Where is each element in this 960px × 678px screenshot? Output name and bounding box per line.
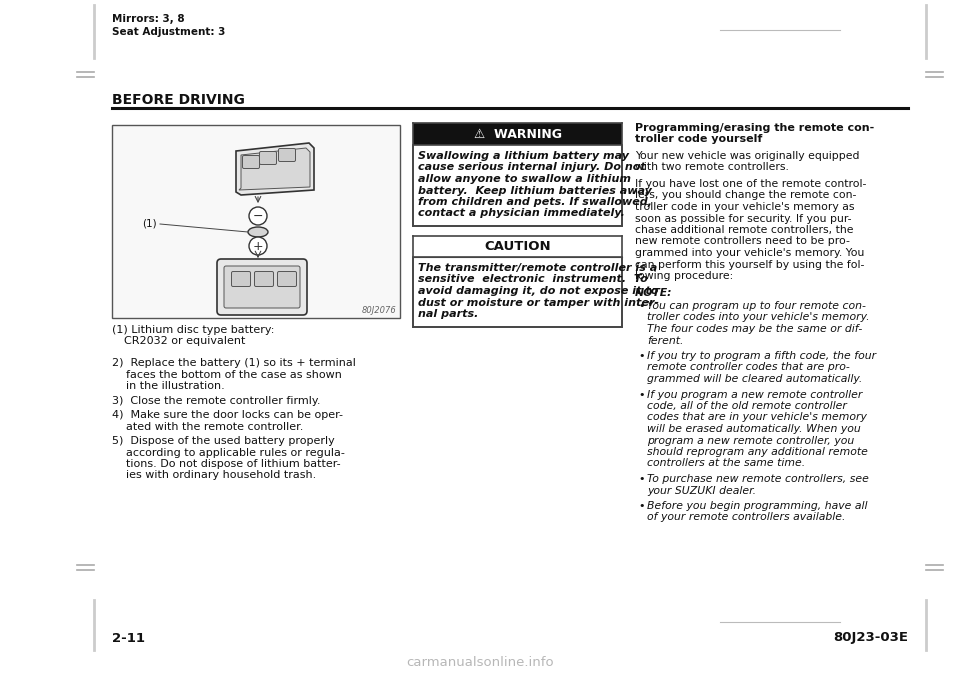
Circle shape <box>249 237 267 255</box>
Text: NOTE:: NOTE: <box>635 287 673 298</box>
Text: troller codes into your vehicle's memory.: troller codes into your vehicle's memory… <box>647 313 870 323</box>
FancyBboxPatch shape <box>278 148 296 161</box>
Text: according to applicable rules or regula-: according to applicable rules or regula- <box>112 447 345 458</box>
Text: •: • <box>638 389 644 399</box>
Text: controllers at the same time.: controllers at the same time. <box>647 458 805 468</box>
Text: troller code in your vehicle's memory as: troller code in your vehicle's memory as <box>635 202 854 212</box>
FancyBboxPatch shape <box>277 271 297 287</box>
FancyBboxPatch shape <box>231 271 251 287</box>
Bar <box>413 145 622 226</box>
Text: •: • <box>638 474 644 484</box>
Text: ies with ordinary household trash.: ies with ordinary household trash. <box>112 471 316 481</box>
Text: Mirrors: 3, 8: Mirrors: 3, 8 <box>112 14 184 24</box>
Text: your SUZUKI dealer.: your SUZUKI dealer. <box>647 485 756 496</box>
Text: Before you begin programming, have all: Before you begin programming, have all <box>647 501 868 511</box>
FancyBboxPatch shape <box>259 151 276 165</box>
Text: 4)  Make sure the door locks can be oper-: 4) Make sure the door locks can be oper- <box>112 410 343 420</box>
Text: grammed will be cleared automatically.: grammed will be cleared automatically. <box>647 374 862 384</box>
Text: ated with the remote controller.: ated with the remote controller. <box>112 422 303 431</box>
Bar <box>413 236 622 257</box>
Text: codes that are in your vehicle's memory: codes that are in your vehicle's memory <box>647 412 867 422</box>
Text: The transmitter/remote controller is a: The transmitter/remote controller is a <box>418 263 658 273</box>
Text: faces the bottom of the case as shown: faces the bottom of the case as shown <box>112 370 342 380</box>
Text: 80J23-03E: 80J23-03E <box>833 631 908 645</box>
Text: 80J2076: 80J2076 <box>361 306 396 315</box>
Text: lers, you should change the remote con-: lers, you should change the remote con- <box>635 191 856 201</box>
Text: nal parts.: nal parts. <box>418 309 478 319</box>
Text: (1): (1) <box>142 219 156 229</box>
Text: 5)  Dispose of the used battery properly: 5) Dispose of the used battery properly <box>112 436 335 446</box>
Text: Programming/erasing the remote con-: Programming/erasing the remote con- <box>635 123 875 133</box>
Polygon shape <box>236 143 314 195</box>
Text: cause serious internal injury. Do not: cause serious internal injury. Do not <box>418 163 646 172</box>
Circle shape <box>249 207 267 225</box>
Text: 2-11: 2-11 <box>112 631 145 645</box>
Text: can perform this yourself by using the fol-: can perform this yourself by using the f… <box>635 260 864 269</box>
Text: dust or moisture or tamper with inter-: dust or moisture or tamper with inter- <box>418 298 659 308</box>
Text: troller code yourself: troller code yourself <box>635 134 762 144</box>
Text: lowing procedure:: lowing procedure: <box>635 271 733 281</box>
Text: Swallowing a lithium battery may: Swallowing a lithium battery may <box>418 151 629 161</box>
Text: code, all of the old remote controller: code, all of the old remote controller <box>647 401 847 411</box>
Text: +: + <box>252 239 263 252</box>
FancyBboxPatch shape <box>224 266 300 308</box>
Text: The four codes may be the same or dif-: The four codes may be the same or dif- <box>647 324 862 334</box>
Text: BEFORE DRIVING: BEFORE DRIVING <box>112 93 245 107</box>
Text: should reprogram any additional remote: should reprogram any additional remote <box>647 447 868 457</box>
FancyBboxPatch shape <box>243 155 259 169</box>
Text: remote controller codes that are pro-: remote controller codes that are pro- <box>647 363 850 372</box>
Text: •: • <box>638 351 644 361</box>
Text: with two remote controllers.: with two remote controllers. <box>635 163 789 172</box>
Text: Your new vehicle was originally equipped: Your new vehicle was originally equipped <box>635 151 859 161</box>
Text: in the illustration.: in the illustration. <box>112 381 225 391</box>
Text: from children and pets. If swallowed,: from children and pets. If swallowed, <box>418 197 652 207</box>
Text: avoid damaging it, do not expose it to: avoid damaging it, do not expose it to <box>418 286 659 296</box>
Text: new remote controllers need to be pro-: new remote controllers need to be pro- <box>635 237 850 247</box>
Text: CR2032 or equivalent: CR2032 or equivalent <box>124 336 246 346</box>
Bar <box>413 257 622 327</box>
Text: carmanualsonline.info: carmanualsonline.info <box>406 656 554 669</box>
Text: −: − <box>252 210 263 222</box>
Text: grammed into your vehicle's memory. You: grammed into your vehicle's memory. You <box>635 248 864 258</box>
Text: will be erased automatically. When you: will be erased automatically. When you <box>647 424 861 434</box>
Text: tions. Do not dispose of lithium batter-: tions. Do not dispose of lithium batter- <box>112 459 341 469</box>
Ellipse shape <box>248 227 268 237</box>
Text: ⚠  WARNING: ⚠ WARNING <box>473 127 562 140</box>
FancyBboxPatch shape <box>217 259 307 315</box>
Text: battery.  Keep lithium batteries away: battery. Keep lithium batteries away <box>418 186 652 195</box>
Text: If you have lost one of the remote control-: If you have lost one of the remote contr… <box>635 179 866 189</box>
Text: If you try to program a fifth code, the four: If you try to program a fifth code, the … <box>647 351 876 361</box>
Text: •: • <box>638 501 644 511</box>
Text: 2)  Replace the battery (1) so its + terminal: 2) Replace the battery (1) so its + term… <box>112 358 356 368</box>
Polygon shape <box>239 148 310 190</box>
Text: sensitive  electronic  instrument.  To: sensitive electronic instrument. To <box>418 275 648 285</box>
Text: 3)  Close the remote controller firmly.: 3) Close the remote controller firmly. <box>112 395 321 405</box>
Text: ferent.: ferent. <box>647 336 684 346</box>
Text: CAUTION: CAUTION <box>484 240 551 253</box>
Text: soon as possible for security. If you pur-: soon as possible for security. If you pu… <box>635 214 852 224</box>
Text: of your remote controllers available.: of your remote controllers available. <box>647 513 846 523</box>
Text: allow anyone to swallow a lithium: allow anyone to swallow a lithium <box>418 174 631 184</box>
Text: To purchase new remote controllers, see: To purchase new remote controllers, see <box>647 474 869 484</box>
Bar <box>112 125 400 318</box>
Text: If you program a new remote controller: If you program a new remote controller <box>647 389 862 399</box>
Bar <box>413 123 622 145</box>
FancyBboxPatch shape <box>254 271 274 287</box>
Text: program a new remote controller, you: program a new remote controller, you <box>647 435 854 445</box>
Text: •: • <box>638 301 644 311</box>
Text: You can program up to four remote con-: You can program up to four remote con- <box>647 301 866 311</box>
Text: chase additional remote controllers, the: chase additional remote controllers, the <box>635 225 853 235</box>
Text: contact a physician immediately.: contact a physician immediately. <box>418 209 625 218</box>
Text: Seat Adjustment: 3: Seat Adjustment: 3 <box>112 27 226 37</box>
Text: (1) Lithium disc type battery:: (1) Lithium disc type battery: <box>112 325 275 335</box>
